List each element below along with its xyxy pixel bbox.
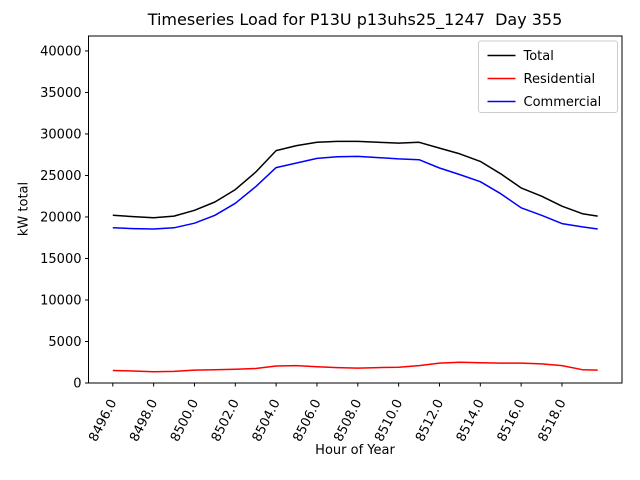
y-tick-label: 35000 xyxy=(40,86,81,101)
y-tick-label: 15000 xyxy=(40,252,81,267)
y-tick-label: 10000 xyxy=(40,293,81,308)
y-tick-label: 0 xyxy=(73,377,81,392)
x-tick-label: 8518.0 xyxy=(536,397,570,444)
series-line-residential xyxy=(112,361,598,373)
x-tick-label: 8496.0 xyxy=(86,397,120,444)
y-tick-label: 30000 xyxy=(40,127,81,142)
x-tick-label: 8516.0 xyxy=(495,397,529,444)
series-line-commercial xyxy=(112,155,598,230)
legend-label-commercial: Commercial xyxy=(524,95,602,110)
y-tick-label: 40000 xyxy=(40,44,81,59)
x-tick-label: 8510.0 xyxy=(372,397,406,444)
y-axis-label: kW total xyxy=(16,181,32,237)
x-tick-label: 8500.0 xyxy=(168,397,202,444)
x-tick-label: 8512.0 xyxy=(413,397,447,444)
x-tick-label: 8498.0 xyxy=(127,397,161,444)
legend-label-residential: Residential xyxy=(524,72,596,87)
x-tick-label: 8502.0 xyxy=(209,397,243,444)
legend-frame xyxy=(478,40,618,113)
x-tick-label: 8506.0 xyxy=(291,397,325,444)
chart-title: Timeseries Load for P13U p13uhs25_1247 D… xyxy=(147,10,563,29)
legend-label-total: Total xyxy=(523,49,554,64)
y-tick-label: 25000 xyxy=(40,169,81,184)
plot-frame xyxy=(88,35,623,384)
x-axis-label: Hour of Year xyxy=(315,443,395,458)
series-line-total xyxy=(112,140,598,219)
y-tick-label: 20000 xyxy=(40,210,81,225)
x-tick-label: 8504.0 xyxy=(250,397,284,444)
x-tick-label: 8508.0 xyxy=(331,397,365,444)
x-tick-label: 8514.0 xyxy=(454,397,488,444)
y-tick-label: 5000 xyxy=(48,335,81,350)
